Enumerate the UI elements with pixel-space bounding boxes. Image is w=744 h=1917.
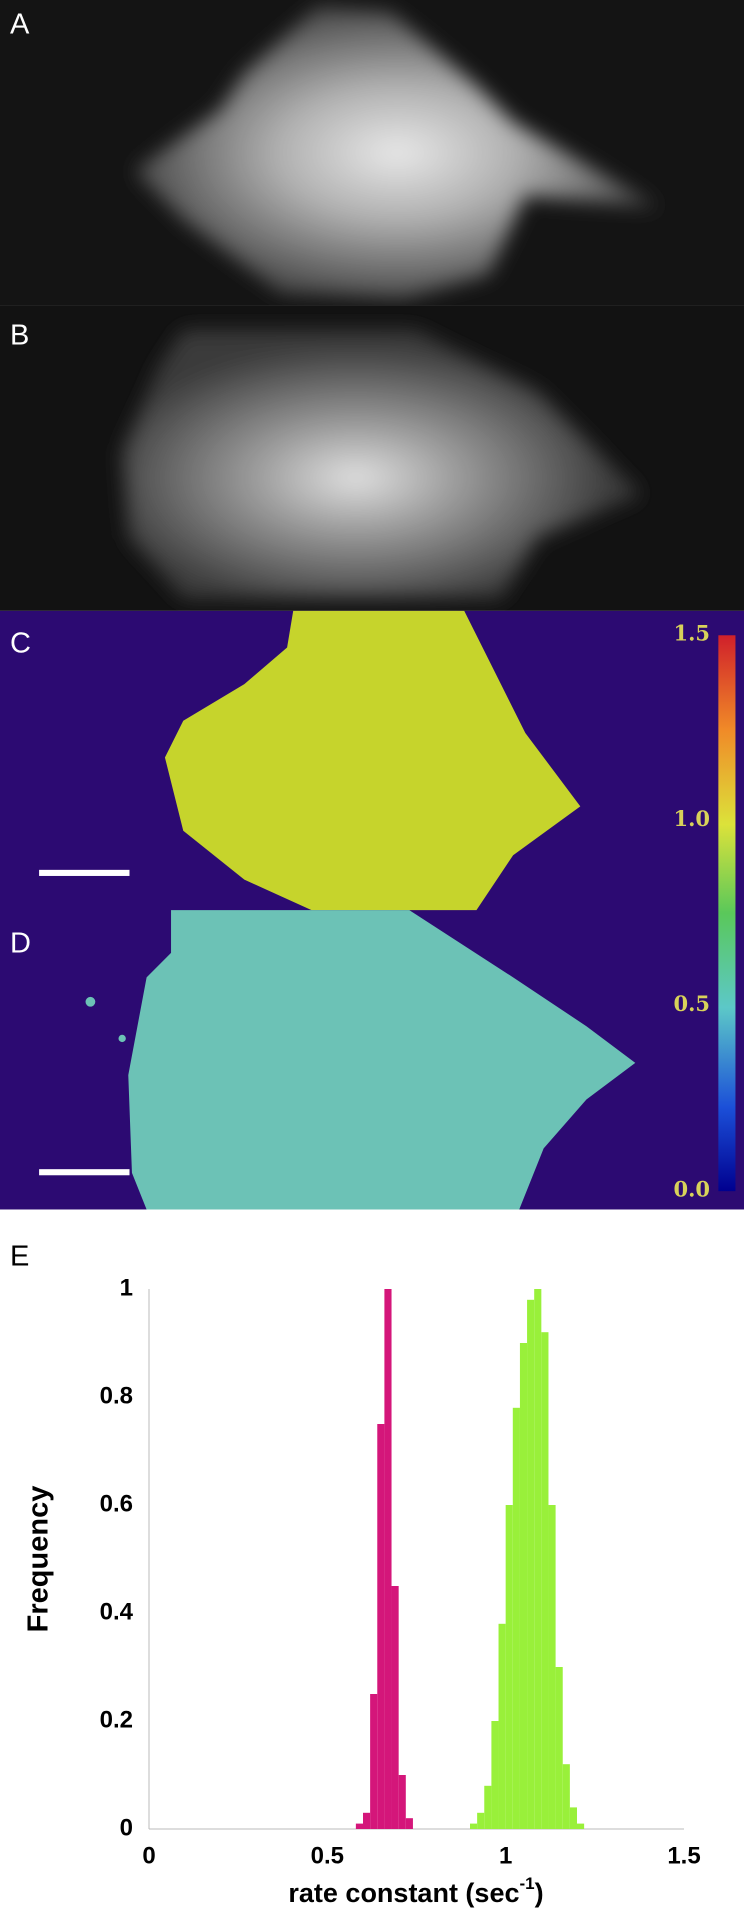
colorbar-tick-label: 1.0 [673,806,710,831]
y-tick-label: 0.8 [100,1382,133,1409]
x-label-end: ) [535,1878,544,1908]
histogram-bar [498,1623,506,1829]
histogram-bar [363,1812,371,1829]
panel-label: A [10,9,30,41]
x-tick-label: 1 [499,1842,512,1869]
colorbar-tick-label: 0.5 [673,991,710,1016]
colorbar-tick-label: 0.0 [673,1177,710,1202]
scale-bar [39,1169,130,1176]
x-tick-label: 0 [142,1842,155,1869]
y-tick-label: 1 [120,1274,133,1301]
histogram-bar [484,1785,492,1829]
speck [85,996,96,1007]
histogram-bar [398,1775,406,1829]
histogram-bar [577,1823,585,1829]
histogram-bar [562,1764,570,1829]
histogram-bar [541,1332,549,1829]
micrographs [0,0,744,1210]
histogram-bar [534,1289,542,1829]
map-c [164,610,581,911]
y-tick-label: 0.2 [100,1706,133,1733]
histogram-bar [384,1289,392,1829]
histogram-bar [391,1586,399,1829]
histogram-bar [505,1505,513,1829]
colorbar-tick-label: 1.5 [673,621,710,646]
y-tick-label: 0.4 [100,1598,134,1625]
histogram-bar [527,1299,535,1829]
y-tick-label: 0 [120,1814,133,1841]
histogram-bar [491,1721,499,1829]
histogram-bar [512,1407,520,1829]
histogram-bar [548,1505,556,1829]
histogram-bar [405,1818,413,1829]
x-label-sup: -1 [519,1874,534,1893]
scale-bar [39,869,130,876]
y-axis-label: Frequency [23,1486,55,1633]
histogram-bar [377,1424,385,1829]
panel-label: C [10,628,31,660]
x-tick-label: 0.5 [311,1842,344,1869]
histogram-bar [555,1667,563,1829]
cell-b [122,329,642,599]
histogram-bar [477,1812,485,1829]
speck [118,1034,126,1043]
histogram-bar [355,1823,363,1829]
cell-a [134,6,660,300]
x-label-text: rate constant (sec [288,1878,519,1908]
panel-label: D [10,928,31,960]
y-tick-label: 0.6 [100,1490,133,1517]
colorbar [718,635,736,1192]
panel-label: E [10,1241,29,1273]
histogram-bar [470,1823,478,1829]
panel-label: B [10,320,29,352]
x-tick-label: 1.5 [667,1842,700,1869]
histogram-bar [519,1343,528,1829]
histogram-bar [370,1694,378,1829]
map-d [128,910,636,1210]
histogram-bar [569,1807,577,1829]
x-axis-label: rate constant (sec-1) [288,1874,543,1908]
